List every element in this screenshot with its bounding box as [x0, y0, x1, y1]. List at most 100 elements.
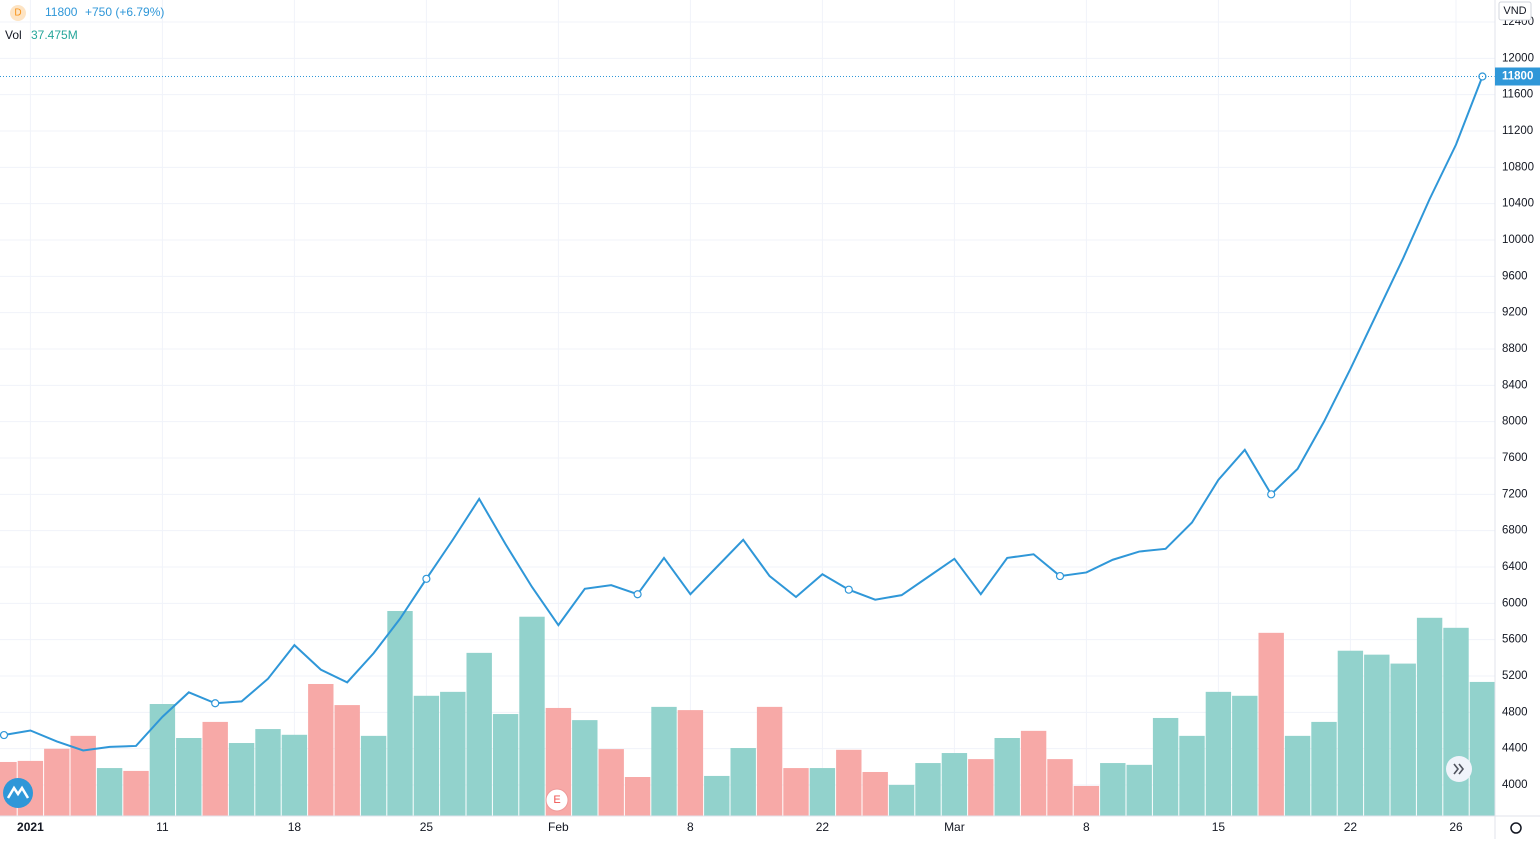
volume-bar: [228, 743, 255, 816]
y-tick-label: 10800: [1502, 161, 1534, 173]
y-tick-label: 7600: [1502, 452, 1528, 464]
volume-bar: [809, 768, 836, 816]
settings-button[interactable]: [1510, 822, 1522, 834]
volume-bar: [1364, 654, 1390, 816]
volume-name: Vol: [5, 28, 22, 42]
scroll-icon: [1453, 763, 1465, 775]
volume-latest: 37.475M: [31, 28, 78, 42]
x-tick-label: 26: [1449, 820, 1463, 834]
y-tick-label: 8400: [1502, 379, 1528, 391]
volume-bar: [308, 683, 334, 816]
y-tick-label: 12000: [1502, 52, 1534, 64]
x-tick-label: Feb: [548, 820, 569, 834]
x-tick-label: 22: [1344, 820, 1358, 834]
volume-bar: [1311, 721, 1337, 816]
y-tick-label: 4000: [1502, 779, 1528, 791]
volume-bar: [176, 738, 202, 816]
volume-bars: [0, 611, 1495, 816]
volume-bar: [96, 768, 123, 816]
volume-bar: [149, 704, 176, 816]
volume-bar: [281, 734, 308, 816]
y-tick-label: 9600: [1502, 270, 1528, 282]
volume-bar: [1284, 735, 1311, 816]
volume-bar: [730, 748, 756, 816]
y-tick-label: 8800: [1502, 343, 1528, 355]
volume-bar: [651, 706, 677, 816]
event-label: E: [553, 794, 560, 806]
currency: VND: [1503, 5, 1526, 17]
volume-bar: [756, 706, 783, 816]
x-tick-label: 15: [1212, 820, 1226, 834]
volume-bar: [1152, 717, 1179, 816]
point-marker: [844, 585, 853, 594]
volume-bar: [1073, 785, 1100, 816]
y-tick-label: 6400: [1502, 561, 1528, 573]
x-tick-label: 18: [288, 820, 302, 834]
volume-bar: [677, 710, 704, 816]
volume-bar: [1100, 763, 1126, 816]
volume-bar: [1179, 735, 1205, 816]
volume-bar: [968, 759, 994, 816]
volume-bar: [1416, 617, 1443, 816]
y-tick-label: 11200: [1502, 125, 1533, 137]
point-marker: [1267, 490, 1276, 499]
axes: 4000 4400 4800 5200 5600 6000 6400 6800 7200 7600…: [17, 16, 1540, 834]
volume-bar: [888, 784, 915, 816]
volume-bar: [994, 738, 1020, 816]
volume-bar: [1390, 663, 1416, 816]
volume-bar: [1126, 764, 1152, 816]
volume-bar: [1337, 650, 1364, 816]
volume-bar: [1469, 681, 1495, 816]
currency-box: [1498, 1, 1532, 21]
point-marker: [422, 574, 431, 583]
point-marker: [1055, 571, 1065, 581]
y-tick-label: 10000: [1502, 234, 1534, 246]
last-value: 11800: [45, 5, 78, 19]
x-tick-label: 11: [156, 820, 169, 834]
y-tick-label: 11600: [1502, 89, 1533, 101]
volume-bar: [1020, 730, 1047, 816]
y-tick-label: 4400: [1502, 743, 1528, 755]
volume-bar: [572, 720, 598, 816]
volume-bar: [334, 705, 360, 816]
volume-bar: [1205, 691, 1232, 816]
volume-bar: [360, 735, 387, 816]
volume-bar: [44, 748, 70, 816]
volume-bar: [413, 695, 440, 816]
volume-bar: [1232, 695, 1258, 816]
volume-bar: [1443, 627, 1469, 816]
x-tick-label: 25: [420, 820, 434, 834]
volume-bar: [519, 616, 545, 816]
last-value-tag-label: 11800: [1502, 71, 1533, 83]
price-line: [3, 76, 1484, 752]
x-tick-label: 2021: [17, 820, 44, 834]
volume-bar: [492, 714, 519, 816]
y-tick-label: 10400: [1502, 198, 1534, 210]
volume-bar: [915, 763, 941, 816]
y-tick-label: 5600: [1502, 634, 1528, 646]
y-tick-label: 6000: [1502, 597, 1528, 609]
x-tick-label: Mar: [944, 820, 965, 834]
y-tick-label: 4800: [1502, 706, 1528, 718]
interval-badge: [10, 5, 26, 21]
y-tick-label: 9200: [1502, 307, 1528, 319]
volume-bar: [387, 611, 413, 816]
point-marker: [0, 730, 9, 740]
volume-bar: [1047, 759, 1073, 816]
price-layer: [0, 72, 1495, 752]
volume-bar: [598, 749, 624, 816]
volume-bar: [202, 721, 228, 816]
volume-bar: [783, 768, 809, 816]
y-tick-label: 8000: [1502, 416, 1528, 428]
volume-bar: [1258, 632, 1284, 816]
grid: [0, 0, 1495, 816]
y-tick-label: 6800: [1502, 525, 1528, 537]
event-badge[interactable]: [545, 788, 569, 812]
x-tick-label: 22: [816, 820, 830, 834]
change: +750 (+6.79%): [85, 5, 164, 19]
x-tick-label: 8: [687, 820, 694, 834]
point-marker: [633, 590, 642, 599]
volume-bar: [862, 771, 888, 816]
